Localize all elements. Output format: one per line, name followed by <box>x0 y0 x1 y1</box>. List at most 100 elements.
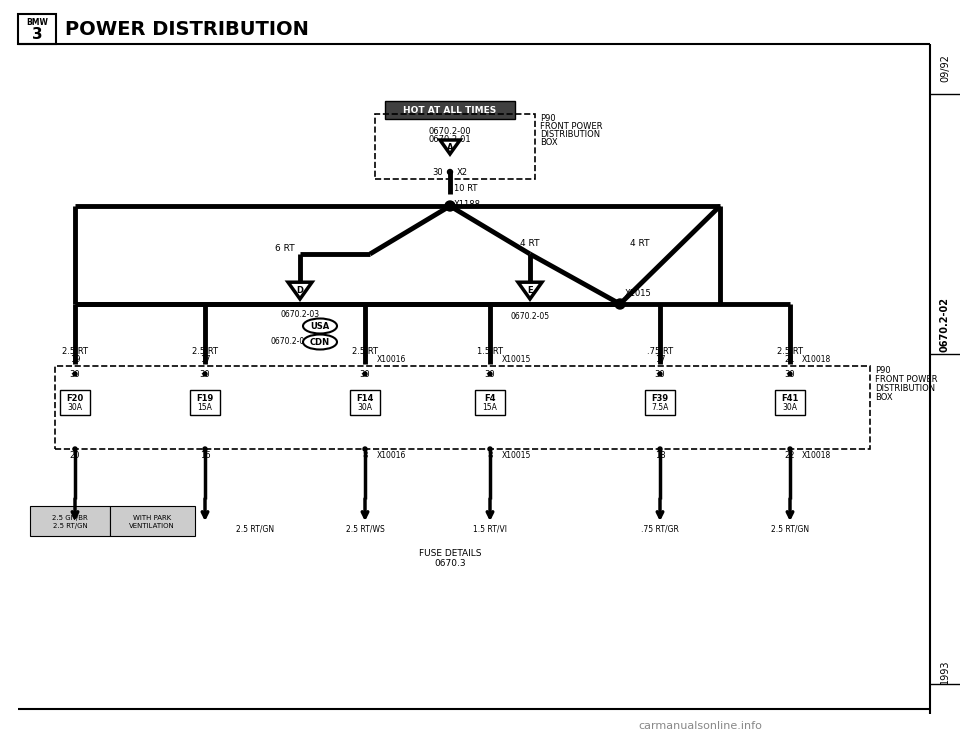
Text: F19: F19 <box>197 394 214 403</box>
Circle shape <box>363 447 367 451</box>
Text: 2.5 RT/WS: 2.5 RT/WS <box>346 525 384 533</box>
Text: 30: 30 <box>200 370 210 379</box>
Text: 2.5 GN/BR
2.5 RT/GN: 2.5 GN/BR 2.5 RT/GN <box>52 516 88 529</box>
Text: 30: 30 <box>784 370 795 379</box>
Text: X1188: X1188 <box>454 199 481 208</box>
Text: 30: 30 <box>433 167 444 176</box>
Bar <box>385 101 515 119</box>
Text: 16: 16 <box>200 451 210 460</box>
Text: X2: X2 <box>457 167 468 176</box>
Text: FUSE DETAILS
0670.3: FUSE DETAILS 0670.3 <box>419 549 481 568</box>
Text: X10018: X10018 <box>802 451 831 460</box>
Text: 6 RT: 6 RT <box>276 243 295 252</box>
Text: 4 RT: 4 RT <box>631 239 650 248</box>
Text: 1.5 RT: 1.5 RT <box>477 347 503 356</box>
Text: P90: P90 <box>875 366 891 375</box>
Text: 19: 19 <box>70 355 81 364</box>
Text: X10015: X10015 <box>502 451 532 460</box>
Text: 15A: 15A <box>483 403 497 412</box>
Text: .75 RT: .75 RT <box>647 347 673 356</box>
Text: 17: 17 <box>655 355 665 364</box>
Text: F4: F4 <box>484 394 495 403</box>
Bar <box>60 390 90 415</box>
Text: 2.5 RT/GN: 2.5 RT/GN <box>236 525 274 533</box>
Text: DISTRIBUTION: DISTRIBUTION <box>875 384 935 393</box>
Text: E: E <box>527 286 533 295</box>
Circle shape <box>788 372 792 376</box>
Text: 09/92: 09/92 <box>940 54 950 82</box>
Text: 2.5 RT: 2.5 RT <box>352 347 378 356</box>
Text: 10 RT: 10 RT <box>454 184 477 193</box>
Circle shape <box>363 372 367 376</box>
Bar <box>645 390 675 415</box>
Text: 0670.2-03: 0670.2-03 <box>280 310 320 318</box>
Text: X10016: X10016 <box>377 451 406 460</box>
Text: F39: F39 <box>652 394 668 403</box>
Bar <box>30 506 110 536</box>
Text: 18: 18 <box>655 451 665 460</box>
Circle shape <box>73 447 77 451</box>
Text: F14: F14 <box>356 394 373 403</box>
Text: 20: 20 <box>70 451 81 460</box>
Bar <box>55 366 870 449</box>
Text: 0670.2-01: 0670.2-01 <box>429 135 471 144</box>
Text: 4 RT: 4 RT <box>520 239 540 248</box>
Bar <box>350 390 380 415</box>
Circle shape <box>658 372 662 376</box>
Text: 7: 7 <box>362 355 368 364</box>
Text: 2.5 RT: 2.5 RT <box>192 347 218 356</box>
Text: X10016: X10016 <box>377 355 406 364</box>
Text: P90: P90 <box>540 114 556 123</box>
Text: 30: 30 <box>655 370 665 379</box>
Text: .75 RT/GR: .75 RT/GR <box>641 525 679 533</box>
Circle shape <box>447 170 452 175</box>
Text: 3: 3 <box>32 27 42 42</box>
Ellipse shape <box>303 335 337 350</box>
Text: FRONT POWER: FRONT POWER <box>875 375 938 384</box>
Circle shape <box>615 299 625 309</box>
Bar <box>110 506 195 536</box>
Polygon shape <box>440 140 460 154</box>
Text: 7.5A: 7.5A <box>651 403 669 412</box>
Text: 8: 8 <box>488 451 492 460</box>
Text: 0670.2-02: 0670.2-02 <box>940 297 950 351</box>
Text: F20: F20 <box>66 394 84 403</box>
Text: DISTRIBUTION: DISTRIBUTION <box>540 130 600 139</box>
Text: FRONT POWER: FRONT POWER <box>540 122 603 131</box>
Text: 15A: 15A <box>198 403 212 412</box>
Circle shape <box>203 447 207 451</box>
Text: 30: 30 <box>485 370 495 379</box>
Text: USA: USA <box>310 321 329 330</box>
Circle shape <box>488 447 492 451</box>
Bar <box>190 390 220 415</box>
Text: 2.5 RT: 2.5 RT <box>62 347 88 356</box>
Circle shape <box>73 372 77 376</box>
Circle shape <box>658 447 662 451</box>
Bar <box>375 114 535 179</box>
Text: 17: 17 <box>200 355 210 364</box>
Text: 0670.2-00: 0670.2-00 <box>429 127 471 136</box>
Text: X1015: X1015 <box>625 289 652 298</box>
Text: 1993: 1993 <box>940 659 950 684</box>
Text: HOT AT ALL TIMES: HOT AT ALL TIMES <box>403 106 496 115</box>
Text: carmanualsonline.info: carmanualsonline.info <box>638 721 762 731</box>
Text: BOX: BOX <box>875 393 893 402</box>
Text: 1.5 RT/VI: 1.5 RT/VI <box>473 525 507 533</box>
Bar <box>475 390 505 415</box>
Text: D: D <box>297 286 303 295</box>
Text: 7: 7 <box>488 355 492 364</box>
Polygon shape <box>518 282 542 299</box>
Text: 0670.2-05: 0670.2-05 <box>511 312 549 321</box>
Text: 30A: 30A <box>782 403 798 412</box>
Text: BOX: BOX <box>540 138 558 147</box>
Text: CDN: CDN <box>310 338 330 347</box>
Text: 30A: 30A <box>357 403 372 412</box>
Polygon shape <box>288 282 312 299</box>
Text: 21: 21 <box>784 355 795 364</box>
Text: 30A: 30A <box>67 403 83 412</box>
Text: X10015: X10015 <box>502 355 532 364</box>
Text: 8: 8 <box>362 451 368 460</box>
Circle shape <box>445 201 455 211</box>
Text: F41: F41 <box>781 394 799 403</box>
Circle shape <box>203 372 207 376</box>
